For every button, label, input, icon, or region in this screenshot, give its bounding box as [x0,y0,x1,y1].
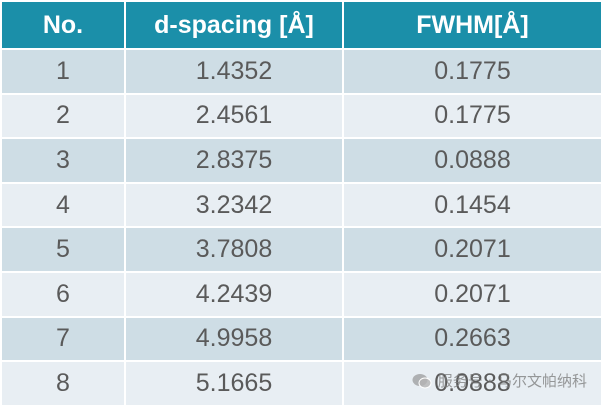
table-cell: 3 [0,137,126,184]
table-row: 6 4.2439 0.2071 [0,270,601,318]
table-cell: 0.1454 [342,181,601,229]
table-cell: 1.4352 [124,48,344,95]
table-cell: 0.2071 [342,226,601,273]
header-cell: FWHM[Å] [342,0,601,50]
table-header: No. d-spacing [Å] FWHM[Å] [0,0,601,50]
table-cell: 5 [0,226,126,273]
table-cell: 4 [0,181,126,229]
table-cell: 4.2439 [124,270,344,318]
table-cell: 6 [0,270,126,318]
table-cell: 2 [0,92,126,140]
table-cell: 2.4561 [124,92,344,140]
table-row: 7 4.9958 0.2663 [0,315,601,363]
table-cell: 0.2663 [342,315,601,363]
wechat-icon [412,373,432,388]
table-cell: 3.7808 [124,226,344,273]
table-row: 5 3.7808 0.2071 [0,226,601,273]
table-cell: 7 [0,315,126,363]
table-row: 3 2.8375 0.0888 [0,137,601,184]
table-cell: 1 [0,48,126,95]
table-cell: 0.2071 [342,270,601,318]
watermark: 服务号 · 马尔文帕纳科 [412,370,587,391]
watermark-text: 服务号 · 马尔文帕纳科 [437,372,587,390]
header-cell: No. [0,0,126,50]
header-row: No. d-spacing [Å] FWHM[Å] [0,0,601,50]
table-cell: 0.1775 [342,92,601,140]
table-cell: 2.8375 [124,137,344,184]
table-cell: 3.2342 [124,181,344,229]
table-row: 4 3.2342 0.1454 [0,181,601,229]
table-cell: 5.1665 [124,360,344,407]
table-row: 1 1.4352 0.1775 [0,48,601,95]
table-cell: 0.1775 [342,48,601,95]
table-cell: 4.9958 [124,315,344,363]
header-cell: d-spacing [Å] [124,0,344,50]
table-body: 1 1.4352 0.1775 2 2.4561 0.1775 3 2.8375 0.0888 4… [0,48,601,407]
table-cell: 0.0888 [342,137,601,184]
table-cell: 8 [0,360,126,407]
table-row: 2 2.4561 0.1775 [0,92,601,140]
